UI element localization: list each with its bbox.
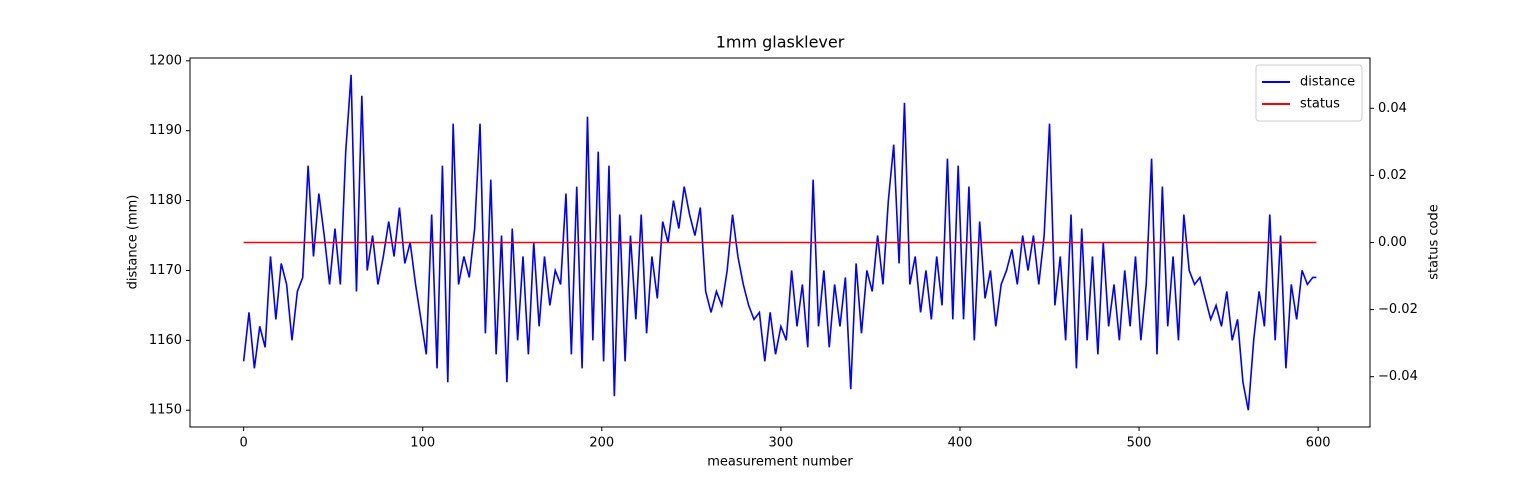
x-axis-label: measurement number xyxy=(707,455,853,470)
x-tick-label: 0 xyxy=(239,436,247,451)
y2-axis-label: status code xyxy=(1427,204,1442,279)
x-tick-label: 200 xyxy=(589,436,614,451)
legend-label: status xyxy=(1300,97,1340,112)
x-tick-label: 300 xyxy=(768,436,793,451)
y2-tick-label: −0.04 xyxy=(1378,369,1418,384)
series-line xyxy=(242,74,1317,411)
x-tick-label: 100 xyxy=(410,436,435,451)
y2-tick-label: 0.00 xyxy=(1378,235,1407,250)
legend-label: distance xyxy=(1300,75,1355,90)
x-tick-label: 600 xyxy=(1306,436,1331,451)
axes-frame xyxy=(189,57,1371,428)
y-axis-label: distance (mm) xyxy=(126,195,141,290)
legend-box xyxy=(1255,64,1363,122)
y-tick-label: 1190 xyxy=(149,123,182,138)
y2-tick-label: 0.02 xyxy=(1378,168,1407,183)
y-tick-label: 1170 xyxy=(149,263,182,278)
x-tick-label: 400 xyxy=(948,436,973,451)
y2-tick-label: 0.04 xyxy=(1378,101,1407,116)
chart-title: 1mm glasklever xyxy=(716,33,845,52)
y-tick-label: 1150 xyxy=(149,403,182,418)
y-tick-label: 1160 xyxy=(149,333,182,348)
x-tick-label: 500 xyxy=(1127,436,1152,451)
y2-tick-label: −0.02 xyxy=(1378,302,1418,317)
y-tick-label: 1200 xyxy=(149,53,182,68)
y-tick-label: 1180 xyxy=(149,193,182,208)
